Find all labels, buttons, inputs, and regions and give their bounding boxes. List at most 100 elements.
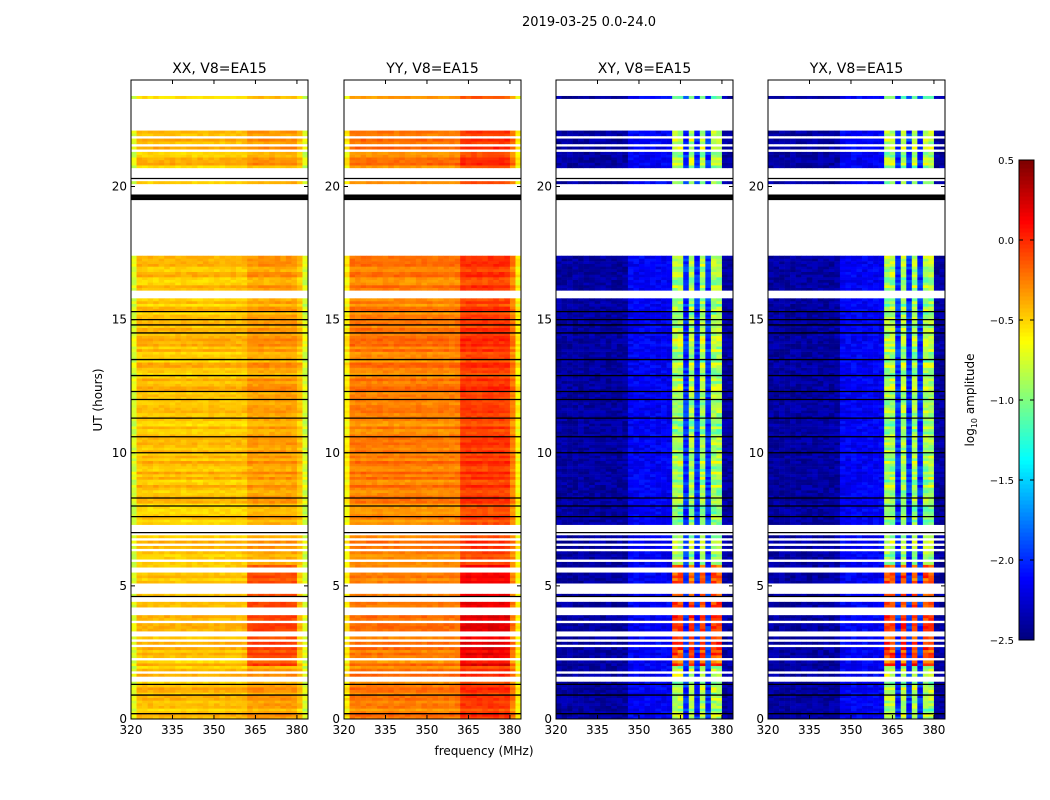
heatmap-cell — [131, 271, 137, 275]
heatmap-cell — [302, 348, 309, 352]
heatmap-cell — [236, 343, 242, 347]
heatmap-cell — [291, 466, 298, 470]
heatmap-cell — [164, 346, 171, 350]
heatmap-cell — [180, 370, 187, 374]
heatmap-cell — [142, 673, 148, 677]
heatmap-cell — [296, 652, 303, 656]
heatmap-cell — [175, 399, 182, 403]
heatmap-cell — [263, 474, 270, 478]
heatmap-cell — [258, 372, 265, 376]
heatmap-cell — [202, 655, 209, 659]
heatmap-cell — [230, 364, 237, 368]
heatmap-cell — [131, 274, 137, 278]
heatmap-cell — [180, 495, 187, 499]
heatmap-cell — [263, 146, 270, 150]
heatmap-cell — [202, 479, 209, 483]
heatmap-cell — [291, 391, 298, 395]
heatmap-cell — [202, 404, 209, 408]
heatmap-cell — [274, 402, 281, 406]
heatmap-cell — [169, 623, 176, 627]
heatmap-cell — [191, 380, 198, 384]
heatmap-cell — [219, 277, 226, 280]
heatmap-cell — [169, 277, 176, 280]
heatmap-cell — [191, 479, 198, 483]
heatmap-cell — [230, 474, 237, 478]
heatmap-cell — [202, 157, 209, 161]
heatmap-cell — [230, 165, 237, 169]
heatmap-cell — [158, 641, 165, 645]
heatmap-cell — [291, 684, 298, 688]
heatmap-cell — [302, 700, 309, 704]
heatmap-cell — [169, 415, 176, 419]
heatmap-cell — [175, 423, 182, 427]
heatmap-cell — [213, 556, 220, 560]
heatmap-cell — [274, 521, 281, 525]
heatmap-cell — [169, 396, 176, 400]
heatmap-cell — [302, 359, 309, 363]
heatmap-cell — [158, 412, 165, 416]
heatmap-cell — [142, 324, 148, 328]
heatmap-cell — [169, 380, 176, 384]
heatmap-cell — [213, 420, 220, 424]
heatmap-cell — [158, 708, 165, 712]
heatmap-cell — [291, 474, 298, 478]
heatmap-cell — [302, 575, 309, 579]
heatmap-cell — [180, 450, 187, 454]
heatmap-cell — [241, 474, 248, 478]
heatmap-cell — [252, 261, 259, 265]
heatmap-cell — [302, 412, 309, 416]
heatmap-cell — [252, 372, 259, 376]
heatmap-cell — [202, 426, 209, 430]
heatmap-cell — [269, 308, 276, 312]
heatmap-cell — [219, 540, 226, 544]
heatmap-cell — [296, 700, 303, 704]
heatmap-cell — [285, 316, 292, 320]
heatmap-cell — [202, 572, 209, 576]
heatmap-cell — [225, 436, 231, 440]
heatmap-cell — [258, 255, 265, 259]
heatmap-cell — [219, 285, 226, 288]
heatmap-cell — [285, 713, 292, 717]
heatmap-cell — [191, 162, 198, 166]
heatmap-cell — [175, 447, 182, 451]
heatmap-cell — [153, 372, 159, 376]
heatmap-cell — [208, 468, 215, 472]
heatmap-cell — [241, 513, 248, 517]
heatmap-cell — [175, 327, 182, 331]
heatmap-cell — [285, 146, 292, 150]
heatmap-cell — [164, 154, 171, 158]
heatmap-cell — [186, 316, 193, 320]
heatmap-cell — [142, 266, 148, 270]
heatmap-cell — [247, 423, 253, 427]
heatmap-cell — [225, 386, 231, 390]
heatmap-cell — [175, 561, 182, 565]
heatmap-cell — [186, 362, 193, 366]
heatmap-cell — [164, 383, 171, 387]
heatmap-cell — [186, 697, 193, 701]
heatmap-cell — [180, 258, 187, 262]
heatmap-cell — [230, 516, 237, 520]
heatmap-cell — [147, 551, 154, 555]
heatmap-cell — [180, 687, 187, 691]
heatmap-cell — [169, 263, 176, 267]
heatmap-cell — [269, 343, 276, 347]
heatmap-cell — [274, 575, 281, 579]
heatmap-cell — [296, 308, 303, 312]
heatmap-cell — [280, 364, 287, 368]
heatmap-cell — [219, 314, 226, 318]
heatmap-cell — [158, 367, 165, 371]
heatmap-cell — [153, 263, 159, 267]
heatmap-cell — [197, 372, 204, 376]
heatmap-cell — [302, 95, 309, 99]
heatmap-cell — [247, 319, 253, 323]
heatmap-cell — [230, 255, 237, 259]
heatmap-cell — [175, 274, 182, 278]
heatmap-cell — [258, 625, 265, 629]
heatmap-cell — [296, 423, 303, 427]
heatmap-cell — [269, 492, 276, 496]
heatmap-cell — [136, 261, 143, 265]
heatmap-cell — [241, 615, 248, 619]
heatmap-cell — [296, 460, 303, 464]
heatmap-cell — [263, 314, 270, 318]
heatmap-cell — [302, 556, 309, 560]
